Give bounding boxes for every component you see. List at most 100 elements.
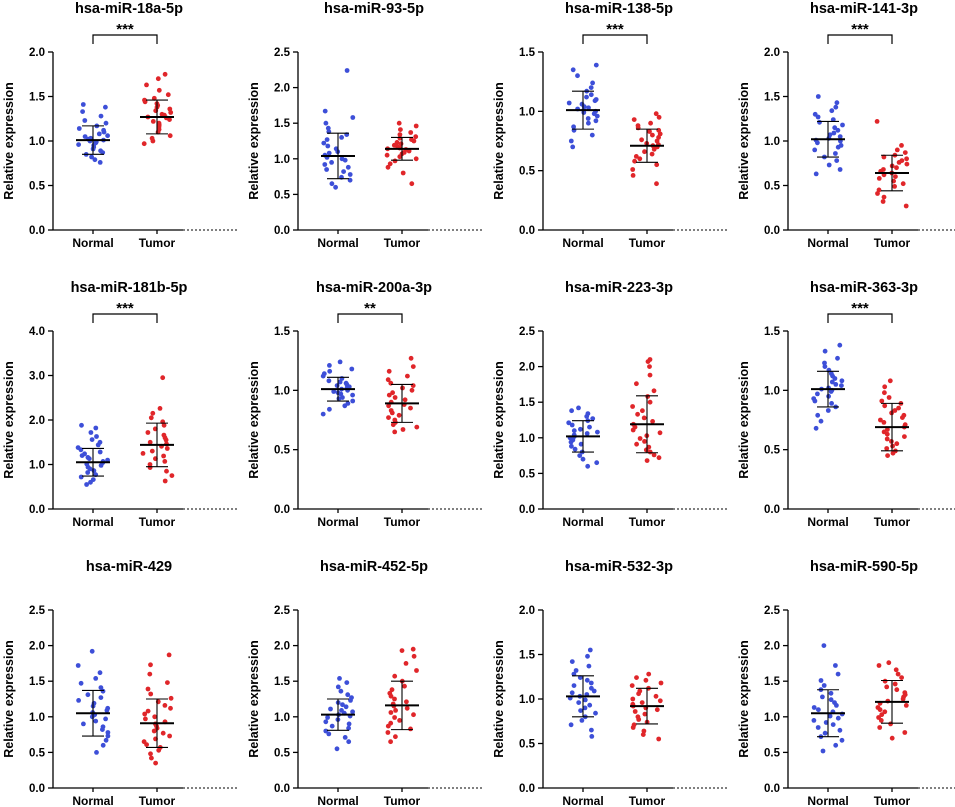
normal-point — [346, 725, 351, 731]
normal-point — [573, 668, 579, 673]
significance-bracket — [92, 34, 158, 44]
x-tick-label: Tumor — [384, 236, 421, 250]
y-tick-label: 0.5 — [519, 468, 536, 480]
y-axis-label: Relative expression — [247, 640, 261, 757]
normal-point — [343, 704, 349, 710]
normal-point — [579, 718, 585, 723]
normal-point — [90, 477, 96, 482]
significance-bracket — [92, 313, 158, 323]
x-tick-label: Normal — [807, 236, 848, 250]
normal-point — [571, 124, 576, 130]
tumor-point — [392, 429, 398, 435]
tumor-point — [411, 712, 416, 718]
tumor-point — [392, 417, 398, 423]
tumor-point — [882, 709, 888, 715]
normal-point — [350, 392, 355, 398]
tumor-point — [880, 199, 886, 204]
normal-point — [329, 723, 335, 729]
normal-point — [94, 750, 99, 755]
normal-point — [324, 137, 330, 143]
tumor-point — [396, 120, 402, 126]
x-tick-label: Tumor — [384, 794, 421, 807]
normal-point — [79, 422, 84, 428]
normal-point — [346, 721, 352, 727]
tumor-point — [142, 711, 148, 717]
tumor-point — [631, 722, 637, 728]
y-tick-label: 1.0 — [519, 106, 535, 118]
tumor-point — [402, 397, 408, 403]
normal-point — [839, 378, 845, 384]
tumor-point — [640, 408, 645, 414]
y-tick-label: 0.5 — [519, 739, 536, 751]
tumor-point — [388, 739, 393, 745]
normal-point — [82, 451, 87, 457]
tumor-point — [388, 710, 394, 715]
tumor-point — [167, 733, 173, 739]
tumor-point — [876, 715, 881, 720]
normal-point — [818, 418, 824, 424]
tumor-point — [634, 381, 639, 387]
normal-point — [88, 430, 94, 435]
significance-label: *** — [851, 300, 869, 317]
y-axis-label: Relative expression — [492, 640, 506, 757]
normal-point — [584, 431, 590, 436]
normal-point — [321, 371, 327, 377]
normal-point — [82, 134, 88, 140]
normal-point — [569, 422, 575, 428]
tumor-point — [400, 170, 406, 176]
normal-point — [572, 446, 578, 452]
tumor-point — [408, 355, 414, 361]
normal-point — [571, 671, 577, 677]
tumor-point — [148, 751, 153, 757]
normal-point — [89, 437, 95, 442]
x-tick-label: Tumor — [874, 236, 911, 250]
y-tick-label: 2.0 — [764, 641, 780, 653]
tumor-point — [149, 755, 154, 761]
normal-point — [839, 383, 844, 388]
y-tick-label: 0.0 — [29, 504, 45, 516]
y-tick-label: 1.0 — [274, 385, 290, 397]
tumor-point — [654, 162, 660, 168]
tumor-point — [632, 158, 637, 164]
normal-point — [97, 160, 103, 165]
normal-point — [103, 120, 109, 126]
tumor-point — [881, 420, 887, 425]
x-tick-label: Tumor — [874, 794, 911, 807]
panel-11: hsa-miR-532-3p Relative expression 0.0 0.5 1… — [492, 559, 728, 807]
y-tick-label: 0.5 — [29, 747, 46, 759]
normal-point — [571, 428, 577, 434]
normal-point — [326, 731, 332, 737]
tumor-point — [882, 678, 888, 684]
normal-point — [324, 167, 329, 172]
chart-title: hsa-miR-141-3p — [810, 1, 918, 17]
normal-point — [815, 725, 821, 730]
y-tick-label: 1.5 — [519, 397, 536, 409]
tumor-point — [902, 690, 908, 695]
normal-point — [570, 67, 576, 73]
tumor-point — [148, 662, 153, 668]
tumor-point — [899, 143, 904, 148]
x-tick-label: Normal — [317, 515, 358, 529]
normal-point — [828, 697, 834, 703]
normal-point — [85, 470, 91, 475]
y-axis-label: Relative expression — [737, 640, 751, 757]
y-tick-label: 0.0 — [29, 225, 45, 237]
tumor-point — [892, 408, 898, 413]
tumor-point — [168, 705, 173, 711]
tumor-point — [390, 390, 395, 396]
tumor-point — [408, 726, 413, 732]
normal-point — [81, 721, 86, 727]
normal-point — [588, 92, 594, 98]
tumor-point — [392, 158, 398, 164]
normal-point — [101, 127, 106, 133]
y-tick-label: 1.0 — [29, 712, 45, 724]
tumor-point — [654, 138, 660, 144]
tumor-point — [635, 411, 640, 417]
tumor-point — [904, 161, 910, 167]
tumor-point — [162, 703, 168, 708]
normal-point — [579, 101, 585, 107]
normal-point — [589, 132, 595, 138]
tumor-point — [385, 164, 391, 170]
tumor-point — [409, 387, 415, 393]
normal-point — [568, 138, 574, 144]
